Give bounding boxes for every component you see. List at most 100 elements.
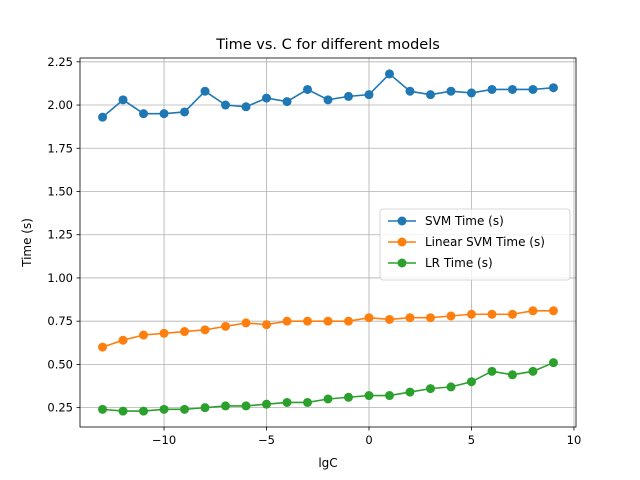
- data-point: [200, 403, 210, 413]
- data-point: [343, 91, 353, 101]
- data-point: [548, 306, 558, 316]
- data-point: [139, 330, 149, 340]
- data-point: [343, 316, 353, 326]
- data-point: [425, 384, 435, 394]
- data-point: [200, 325, 210, 335]
- x-tick-label: 0: [365, 433, 372, 447]
- data-point: [528, 84, 538, 94]
- data-point: [303, 84, 313, 94]
- series-3: [98, 358, 558, 416]
- x-tick-label: −5: [258, 433, 275, 447]
- data-point: [159, 109, 169, 119]
- data-point: [507, 309, 517, 319]
- data-point: [528, 306, 538, 316]
- data-point: [507, 370, 517, 380]
- data-point: [282, 316, 292, 326]
- series-line: [102, 361, 554, 412]
- data-point: [446, 311, 456, 321]
- data-point: [303, 316, 313, 326]
- data-point: [343, 392, 353, 402]
- y-tick-label: 1.50: [47, 184, 73, 198]
- x-axis-label: lgC: [318, 456, 337, 470]
- series-2: [98, 306, 558, 352]
- data-point: [221, 100, 231, 110]
- legend-label: Linear SVM Time (s): [425, 235, 545, 249]
- chart-title: Time vs. C for different models: [215, 37, 440, 53]
- data-point: [466, 377, 476, 387]
- data-point: [364, 391, 374, 401]
- data-point: [425, 313, 435, 323]
- data-point: [487, 366, 497, 376]
- legend-item: Linear SVM Time (s): [388, 235, 545, 249]
- data-point: [384, 69, 394, 79]
- data-point: [364, 90, 374, 100]
- data-point: [384, 391, 394, 401]
- data-point: [405, 86, 415, 96]
- data-point: [139, 406, 149, 416]
- series-layer: [98, 69, 558, 416]
- data-point: [98, 112, 108, 122]
- data-point: [487, 84, 497, 94]
- series-1: [98, 69, 558, 122]
- y-tick-label: 1.25: [47, 228, 73, 242]
- y-tick-label: 0.50: [47, 357, 73, 371]
- data-point: [98, 404, 108, 414]
- series-line: [102, 309, 554, 348]
- x-tick-label: 5: [468, 433, 475, 447]
- data-point: [364, 313, 374, 323]
- legend-item: SVM Time (s): [388, 214, 504, 228]
- data-point: [221, 321, 231, 331]
- data-point: [425, 90, 435, 100]
- data-point: [262, 93, 272, 103]
- data-point: [405, 313, 415, 323]
- data-point: [323, 95, 333, 105]
- axis-ticks: −10 −5 0 5 10 0.25 0.50 0.75 1.00 1.25 1.50 1.75 2.0…: [47, 55, 581, 447]
- legend-marker: [397, 237, 407, 247]
- legend-label: SVM Time (s): [425, 214, 504, 228]
- data-point: [384, 314, 394, 324]
- data-point: [303, 397, 313, 407]
- y-tick-label: 1.00: [47, 271, 73, 285]
- data-point: [200, 86, 210, 96]
- data-point: [262, 320, 272, 330]
- legend-item: LR Time (s): [388, 256, 493, 270]
- data-point: [323, 394, 333, 404]
- data-point: [262, 399, 272, 409]
- data-point: [180, 404, 190, 414]
- legend-marker: [397, 258, 407, 268]
- data-point: [180, 107, 190, 117]
- data-point: [118, 95, 128, 105]
- data-point: [159, 404, 169, 414]
- data-point: [139, 109, 149, 119]
- data-point: [241, 401, 251, 411]
- y-tick-label: 2.25: [47, 55, 73, 69]
- y-tick-label: 2.00: [47, 98, 73, 112]
- y-tick-label: 1.75: [47, 141, 73, 155]
- data-point: [487, 309, 497, 319]
- legend-label: LR Time (s): [425, 256, 493, 270]
- legend-marker: [397, 216, 407, 226]
- data-point: [241, 102, 251, 112]
- data-point: [323, 316, 333, 326]
- data-point: [466, 309, 476, 319]
- data-point: [118, 335, 128, 345]
- data-point: [180, 327, 190, 337]
- data-point: [507, 84, 517, 94]
- y-tick-label: 0.75: [47, 314, 73, 328]
- data-point: [282, 97, 292, 107]
- y-axis-label: Time (s): [20, 218, 34, 268]
- x-tick-label: −10: [152, 433, 176, 447]
- data-point: [528, 366, 538, 376]
- data-point: [159, 328, 169, 338]
- legend: SVM Time (s) Linear SVM Time (s) LR Time (…: [379, 208, 571, 281]
- legend-box: [379, 208, 571, 281]
- data-point: [98, 342, 108, 352]
- data-point: [548, 83, 558, 93]
- data-point: [241, 318, 251, 328]
- data-point: [221, 401, 231, 411]
- data-point: [118, 406, 128, 416]
- x-tick-label: 10: [567, 433, 582, 447]
- data-point: [446, 86, 456, 96]
- y-tick-label: 0.25: [47, 401, 73, 415]
